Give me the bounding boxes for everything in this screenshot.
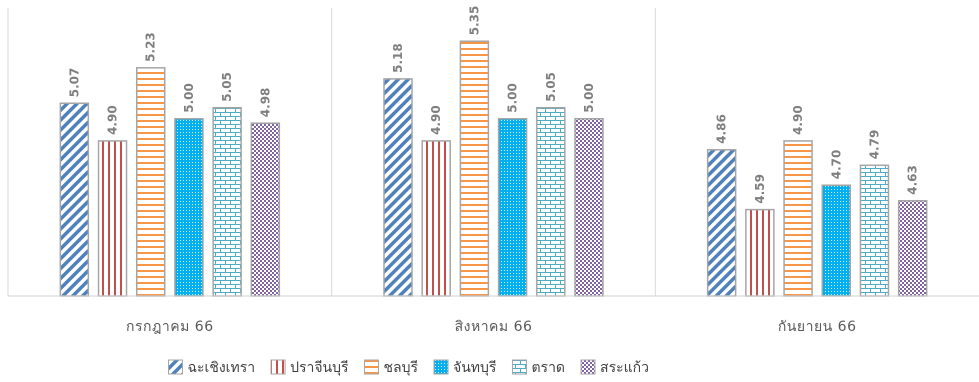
category-label: กันยายน 66 <box>778 319 857 335</box>
category-label: กรกฎาคม 66 <box>126 319 214 335</box>
bar <box>497 118 528 297</box>
value-label: 4.98 <box>258 88 272 118</box>
bars-layer <box>59 40 928 297</box>
legend-label: ชลบุรี <box>384 360 419 376</box>
legend-swatch <box>168 359 183 375</box>
legend-swatch <box>580 359 596 375</box>
legend-label: ฉะเชิงเทรา <box>188 360 256 376</box>
category-label: สิงหาคม 66 <box>455 319 533 335</box>
legend-label: จันทบุรี <box>453 360 497 376</box>
legend-item: ตราด <box>511 359 565 376</box>
value-label: 4.59 <box>753 174 767 204</box>
bar <box>706 149 737 297</box>
value-label: 5.05 <box>544 72 558 102</box>
legend-item: ฉะเชิงเทรา <box>168 359 256 376</box>
bar <box>897 199 928 297</box>
legend-item: จันทบุรี <box>433 359 497 376</box>
bar <box>212 106 242 297</box>
value-label: 4.90 <box>429 105 443 135</box>
bar <box>536 106 566 297</box>
bar <box>383 78 413 297</box>
value-label: 4.70 <box>829 150 843 180</box>
bar <box>783 140 813 297</box>
value-label: 5.00 <box>582 83 596 113</box>
legend-label: ปราจีนบุรี <box>290 360 349 376</box>
bar <box>59 102 90 297</box>
value-label: 5.00 <box>506 83 520 113</box>
legend-item: ปราจีนบุรี <box>270 359 349 376</box>
legend: ฉะเชิงเทรา ปราจีนบุรี ชลบุรี จันทบุรี ตราด สร… <box>168 359 649 376</box>
bar <box>459 40 490 297</box>
category-separators <box>7 8 656 296</box>
bar <box>97 140 128 297</box>
legend-swatch <box>433 359 449 375</box>
value-label: 4.79 <box>867 130 881 160</box>
bar <box>421 140 451 297</box>
value-label: 5.07 <box>67 68 81 98</box>
value-label: 5.18 <box>391 43 405 73</box>
legend-item: ชลบุรี <box>364 359 419 376</box>
bar <box>135 67 166 297</box>
bar <box>250 122 281 297</box>
legend-label: สระแก้ว <box>600 360 649 376</box>
legend-swatch <box>270 359 286 375</box>
value-label: 5.00 <box>182 83 196 113</box>
value-label: 5.05 <box>220 72 234 102</box>
legend-label: ตราด <box>531 360 565 376</box>
category-labels-layer: กรกฎาคม 66 สิงหาคม 66 กันยายน 66 <box>126 319 856 335</box>
bar <box>174 118 204 297</box>
value-label: 4.90 <box>791 105 805 135</box>
value-label: 4.90 <box>106 105 120 135</box>
value-label: 4.63 <box>906 165 920 195</box>
legend-swatch <box>511 359 527 375</box>
bar <box>574 118 604 297</box>
value-label: 4.86 <box>715 114 729 144</box>
bar <box>821 184 852 297</box>
legend-item: สระแก้ว <box>580 359 649 376</box>
bar <box>745 208 775 297</box>
value-label: 5.35 <box>467 6 481 36</box>
value-labels-layer: 5.07 4.90 5.23 5.00 5.05 4.98 5.18 4.90 5.35 5.00… <box>67 6 919 204</box>
bar <box>859 164 890 297</box>
value-label: 5.23 <box>144 32 158 62</box>
legend-swatch <box>364 359 380 375</box>
